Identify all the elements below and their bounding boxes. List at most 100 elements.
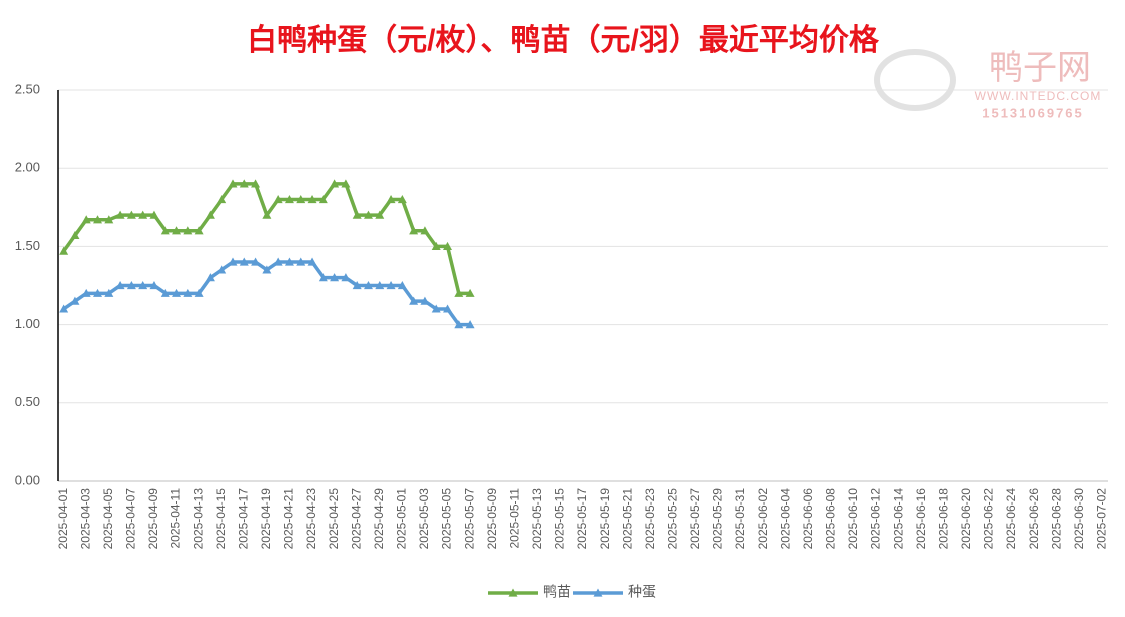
y-tick-label: 1.50	[15, 238, 40, 253]
point	[420, 296, 430, 305]
point	[194, 288, 204, 297]
y-tick-label: 2.50	[15, 81, 40, 96]
point	[194, 226, 204, 235]
point	[352, 210, 362, 219]
point	[138, 281, 148, 290]
point	[284, 257, 294, 266]
x-tick-label: 2025-06-02	[756, 488, 770, 550]
point	[465, 288, 475, 297]
x-tick-label: 2025-06-08	[824, 488, 838, 550]
point	[318, 273, 328, 282]
point	[420, 226, 430, 235]
x-tick-label: 2025-05-15	[553, 488, 567, 550]
point	[70, 230, 80, 240]
point	[454, 320, 464, 329]
legend-marker	[508, 588, 518, 597]
point	[330, 273, 340, 282]
point	[375, 210, 385, 219]
point	[330, 179, 340, 188]
point	[273, 257, 283, 266]
point	[217, 194, 227, 204]
x-tick-label: 2025-06-24	[1004, 488, 1018, 550]
point	[228, 257, 238, 266]
point	[273, 194, 283, 204]
point	[93, 288, 103, 297]
watermark-logo	[874, 49, 956, 111]
point	[126, 281, 136, 290]
legend-label: 鸭苗	[543, 584, 571, 600]
watermark-url: WWW.INTEDC.COM	[975, 89, 1102, 103]
point	[59, 304, 69, 313]
x-tick-label: 2025-05-01	[395, 488, 409, 550]
x-tick-label: 2025-06-10	[846, 488, 860, 550]
x-tick-label: 2025-05-21	[620, 488, 634, 550]
point	[149, 210, 159, 219]
point	[160, 226, 170, 235]
x-tick-label: 2025-05-09	[485, 488, 499, 550]
x-tick-label: 2025-04-11	[169, 488, 183, 549]
x-tick-label: 2025-05-29	[711, 488, 725, 550]
point	[183, 226, 193, 235]
point	[307, 194, 317, 204]
point	[172, 226, 182, 235]
x-tick-label: 2025-06-22	[982, 488, 996, 550]
x-tick-label: 2025-05-25	[665, 488, 679, 550]
legend-marker	[593, 588, 603, 597]
point	[397, 281, 407, 290]
point	[397, 194, 407, 204]
x-tick-label: 2025-06-14	[891, 488, 905, 550]
point	[262, 210, 272, 219]
x-tick-label: 2025-04-27	[349, 488, 363, 550]
point	[454, 288, 464, 297]
point	[296, 257, 306, 266]
x-tick-label: 2025-06-12	[869, 488, 883, 550]
x-tick-label: 2025-05-05	[440, 488, 454, 550]
watermark-phone: 15131069765	[982, 105, 1084, 120]
point	[217, 265, 227, 274]
point	[81, 215, 91, 224]
x-tick-label: 2025-06-06	[801, 488, 815, 550]
x-tick-label: 2025-05-11	[507, 488, 521, 549]
point	[363, 281, 373, 290]
x-tick-label: 2025-06-18	[936, 488, 950, 550]
x-tick-label: 2025-04-23	[304, 488, 318, 550]
x-tick-label: 2025-04-07	[124, 488, 138, 550]
point	[431, 241, 441, 250]
x-tick-label: 2025-05-19	[598, 488, 612, 550]
x-tick-label: 2025-05-17	[575, 488, 589, 550]
x-tick-label: 2025-04-15	[214, 488, 228, 550]
x-tick-label: 2025-07-02	[1095, 488, 1109, 550]
x-tick-label: 2025-06-20	[959, 488, 973, 550]
x-tick-label: 2025-06-26	[1027, 488, 1041, 550]
point	[284, 194, 294, 204]
point	[115, 210, 125, 219]
point	[93, 215, 103, 224]
x-tick-label: 2025-05-13	[530, 488, 544, 550]
point	[251, 257, 261, 266]
x-tick-label: 2025-04-05	[101, 488, 115, 550]
point	[183, 288, 193, 297]
y-tick-label: 0.50	[15, 394, 40, 409]
x-tick-label: 2025-05-23	[643, 488, 657, 550]
point	[59, 246, 69, 255]
point	[409, 296, 419, 305]
point	[307, 257, 317, 266]
point	[318, 194, 328, 204]
point	[363, 210, 373, 219]
point	[465, 320, 475, 329]
point	[149, 281, 159, 290]
point	[262, 265, 272, 274]
point	[205, 210, 215, 219]
legend-item: 种蛋	[573, 584, 656, 600]
point	[239, 179, 249, 188]
x-tick-label: 2025-04-21	[282, 488, 296, 550]
point	[251, 179, 261, 188]
x-tick-label: 2025-04-17	[236, 488, 250, 550]
point	[239, 257, 249, 266]
x-tick-label: 2025-04-03	[78, 488, 92, 550]
point	[341, 273, 351, 282]
x-tick-label: 2025-04-25	[327, 488, 341, 550]
point	[375, 281, 385, 290]
y-tick-label: 1.00	[15, 316, 40, 331]
